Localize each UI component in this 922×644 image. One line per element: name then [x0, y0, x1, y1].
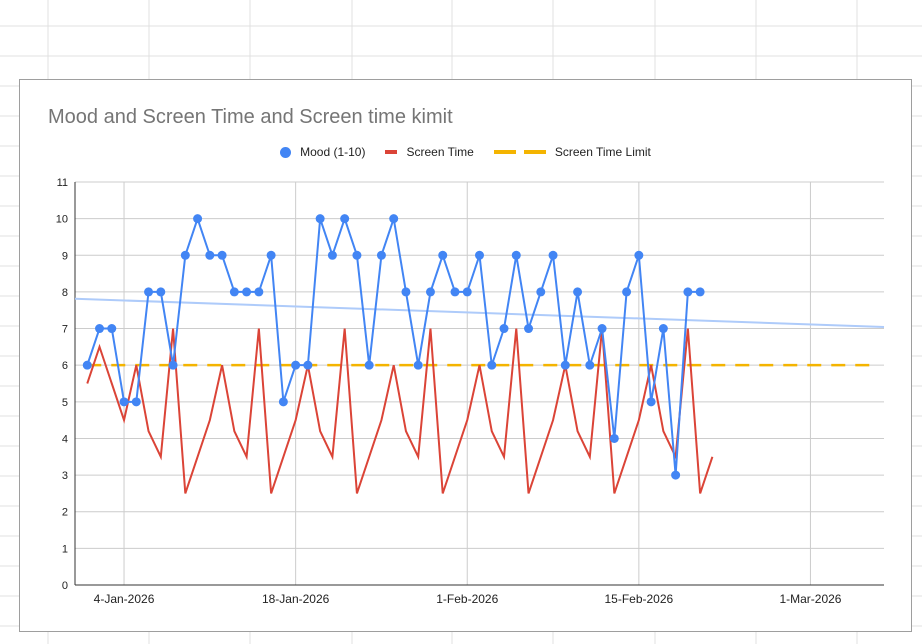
mood-point — [217, 250, 227, 260]
legend-line-icon — [385, 150, 398, 154]
chart-container[interactable]: Mood and Screen Time and Screen time kim… — [19, 79, 912, 632]
x-tick-label: 1-Feb-2026 — [436, 592, 498, 606]
y-tick-label: 7 — [62, 324, 68, 336]
mood-point — [524, 324, 534, 334]
mood-point — [340, 214, 350, 224]
mood-point — [548, 250, 558, 260]
y-tick-label: 5 — [62, 397, 68, 409]
legend: Mood (1-10) Screen Time Screen Time Limi… — [20, 145, 911, 159]
mood-point — [376, 250, 386, 260]
mood-point — [438, 250, 448, 260]
mood-point — [229, 287, 239, 297]
mood-point — [560, 360, 570, 370]
chart-title: Mood and Screen Time and Screen time kim… — [48, 106, 453, 128]
mood-point — [315, 214, 325, 224]
legend-item-screen-time-limit[interactable]: Screen Time Limit — [493, 145, 651, 159]
legend-dash-icon — [493, 150, 546, 154]
y-tick-label: 11 — [57, 177, 68, 189]
mood-point — [82, 360, 92, 370]
mood-point — [168, 360, 178, 370]
x-tick-label: 18-Jan-2026 — [262, 592, 330, 606]
mood-point — [658, 324, 668, 334]
mood-point — [597, 324, 607, 334]
mood-point — [425, 287, 435, 297]
mood-point — [634, 250, 644, 260]
mood-point — [573, 287, 583, 297]
mood-point — [462, 287, 472, 297]
mood-point — [450, 287, 460, 297]
legend-label: Screen Time — [406, 145, 474, 159]
mood-point — [303, 360, 313, 370]
mood-point — [278, 397, 288, 407]
y-tick-label: 3 — [62, 470, 68, 482]
mood-point — [242, 287, 252, 297]
mood-point — [389, 214, 399, 224]
mood-point — [205, 250, 215, 260]
mood-point — [107, 324, 117, 334]
y-tick-label: 0 — [62, 580, 68, 592]
mood-point — [609, 433, 619, 443]
mood-point — [671, 470, 681, 480]
mood-point — [95, 324, 105, 334]
legend-item-screen-time[interactable]: Screen Time — [385, 145, 474, 159]
mood-point — [193, 214, 203, 224]
mood-point — [683, 287, 693, 297]
mood-point — [180, 250, 190, 260]
mood-point — [254, 287, 264, 297]
mood-point — [401, 287, 411, 297]
mood-point — [536, 287, 546, 297]
legend-item-mood[interactable]: Mood (1-10) — [280, 145, 365, 159]
y-tick-label: 2 — [62, 507, 68, 519]
mood-point — [327, 250, 337, 260]
mood-point — [511, 250, 521, 260]
y-tick-label: 4 — [62, 433, 68, 445]
x-tick-label: 1-Mar-2026 — [779, 592, 841, 606]
mood-point — [585, 360, 595, 370]
y-tick-label: 1 — [62, 543, 68, 555]
screen-time-line — [86, 328, 714, 494]
mood-point — [413, 360, 423, 370]
mood-point — [487, 360, 497, 370]
mood-point — [622, 287, 632, 297]
mood-point — [475, 250, 484, 260]
y-tick-label: 9 — [62, 250, 68, 262]
mood-point — [352, 250, 362, 260]
mood-point — [291, 360, 301, 370]
mood-point — [144, 287, 154, 297]
mood-trendline — [74, 297, 885, 328]
mood-point — [646, 397, 656, 407]
y-tick-label: 6 — [62, 360, 68, 372]
x-tick-label: 15-Feb-2026 — [604, 592, 673, 606]
mood-point — [364, 360, 374, 370]
mood-point — [499, 324, 509, 334]
x-tick-label: 4-Jan-2026 — [94, 592, 155, 606]
y-tick-label: 8 — [62, 287, 68, 299]
legend-dot-icon — [280, 146, 292, 158]
mood-point — [156, 287, 166, 297]
mood-point — [695, 287, 705, 297]
legend-label: Screen Time Limit — [554, 145, 651, 159]
mood-line — [86, 215, 701, 476]
legend-label: Mood (1-10) — [300, 145, 366, 159]
mood-point — [131, 397, 141, 407]
mood-point — [266, 250, 276, 260]
mood-point — [119, 397, 129, 407]
y-tick-label: 10 — [56, 214, 68, 226]
